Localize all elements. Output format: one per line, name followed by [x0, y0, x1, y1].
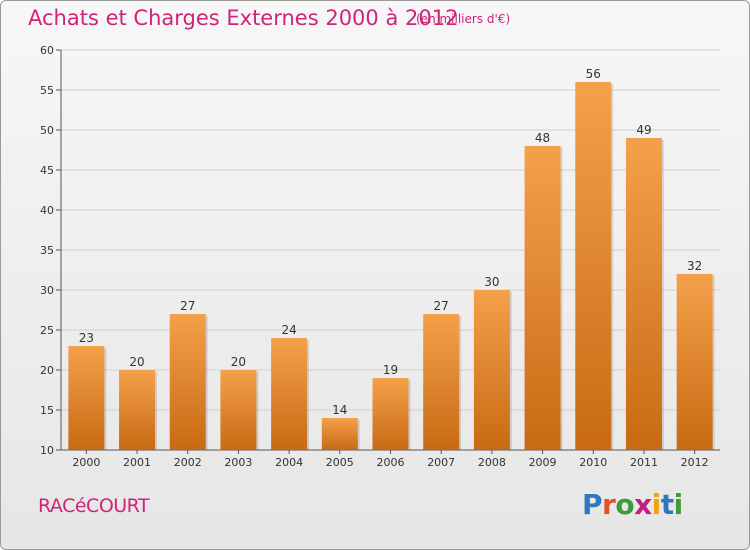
town-name: RACéCOURT [38, 495, 150, 517]
x-tick-label: 2000 [72, 456, 100, 469]
bar-value-label: 20 [129, 355, 144, 369]
y-axis-ticks: 10 15 20 25 30 35 40 45 50 55 60 [40, 44, 61, 457]
bar-value-label: 32 [687, 259, 702, 273]
bar [372, 378, 409, 450]
x-tick-label: 2002 [174, 456, 202, 469]
x-tick-label: 2008 [478, 456, 506, 469]
logo-letter: P [582, 488, 603, 521]
proxiti-logo: Proxiti [582, 488, 683, 521]
y-tick-label: 30 [40, 284, 54, 297]
bar-value-label: 48 [535, 131, 550, 145]
bar-value-label: 23 [79, 331, 94, 345]
y-tick-label: 50 [40, 124, 54, 137]
logo-letter: o [615, 488, 635, 521]
x-tick-label: 2007 [427, 456, 455, 469]
chart-subtitle: (en milliers d'€) [416, 12, 511, 26]
bar-value-label: 14 [332, 403, 347, 417]
logo-letter: t [660, 488, 674, 521]
bar-value-label: 30 [484, 275, 499, 289]
y-tick-label: 15 [40, 404, 54, 417]
bar-value-label: 20 [231, 355, 246, 369]
x-tick-label: 2001 [123, 456, 151, 469]
bar-value-label: 19 [383, 363, 398, 377]
logo-letter: x [634, 488, 652, 521]
y-tick-label: 45 [40, 164, 54, 177]
bar [68, 346, 105, 450]
bar [524, 146, 561, 450]
logo-letter: r [602, 488, 616, 521]
bar [220, 370, 257, 450]
logo-letter: i [673, 488, 684, 521]
y-tick-label: 55 [40, 84, 54, 97]
x-tick-label: 2009 [529, 456, 557, 469]
y-tick-label: 25 [40, 324, 54, 337]
bar [473, 290, 510, 450]
chart-title: Achats et Charges Externes 2000 à 2012 [28, 6, 459, 30]
y-tick-label: 40 [40, 204, 54, 217]
bar [423, 314, 460, 450]
bars: 23 20 27 20 24 14 19 27 30 48 56 49 32 [68, 67, 715, 450]
bar [271, 338, 308, 450]
bar [321, 418, 358, 450]
x-tick-label: 2006 [377, 456, 405, 469]
x-tick-label: 2003 [224, 456, 252, 469]
x-tick-label: 2010 [579, 456, 607, 469]
logo-letter: i [651, 488, 662, 521]
bar [625, 138, 662, 450]
bar-value-label: 49 [636, 123, 651, 137]
y-tick-label: 20 [40, 364, 54, 377]
bar-value-label: 56 [586, 67, 601, 81]
bar [676, 274, 713, 450]
y-tick-label: 35 [40, 244, 54, 257]
x-tick-label: 2011 [630, 456, 658, 469]
bar-value-label: 27 [434, 299, 449, 313]
bar [119, 370, 156, 450]
x-tick-label: 2012 [681, 456, 709, 469]
x-tick-label: 2004 [275, 456, 303, 469]
bar-value-label: 24 [281, 323, 296, 337]
x-tick-label: 2005 [326, 456, 354, 469]
x-axis-ticks: 2000 2001 2002 2003 2004 2005 2006 2007 2008 2009… [72, 450, 709, 469]
y-tick-label: 10 [40, 444, 54, 457]
bar [169, 314, 206, 450]
bar-value-label: 27 [180, 299, 195, 313]
y-tick-label: 60 [40, 44, 54, 57]
bar [575, 82, 612, 450]
